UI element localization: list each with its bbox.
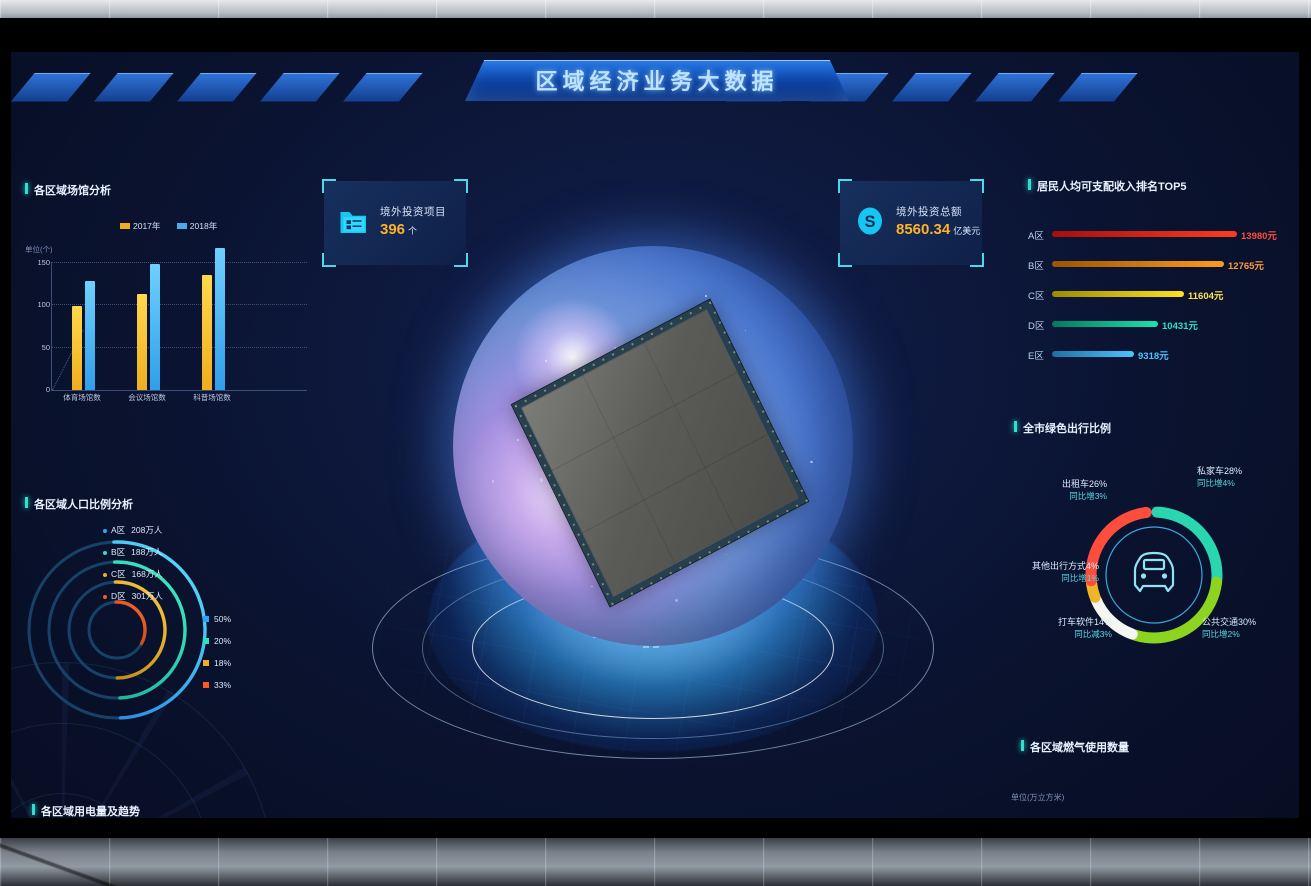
svg-text:S: S xyxy=(864,213,875,231)
